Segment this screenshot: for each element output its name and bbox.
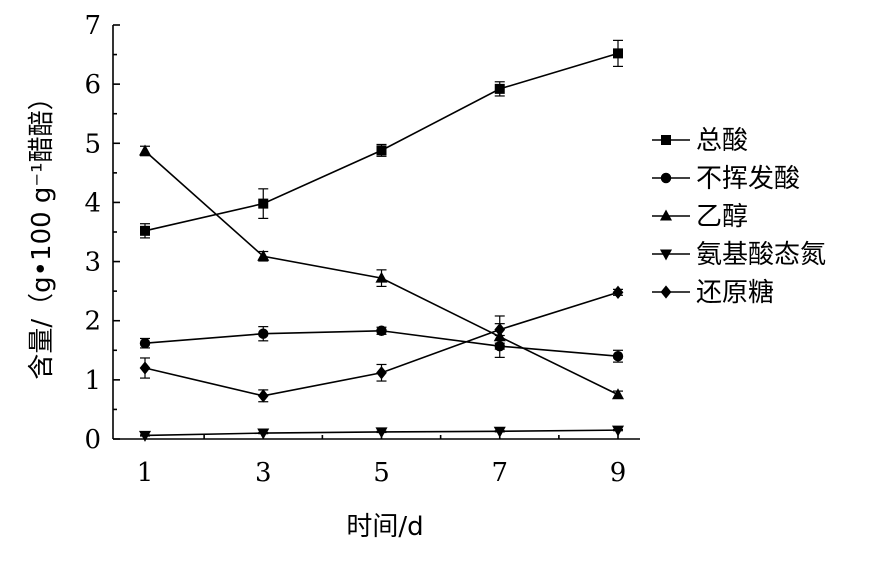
- x-tick-label: 5: [373, 458, 390, 488]
- legend-marker: [660, 172, 672, 184]
- legend-label: 还原糖: [696, 278, 774, 308]
- x-axis-title: 时间/d: [346, 512, 423, 542]
- y-tick-label: 1: [84, 366, 101, 396]
- x-ticks: 1 3 5 7 9: [137, 432, 627, 488]
- legend-marker: [661, 135, 671, 145]
- y-tick-label: 0: [84, 425, 101, 455]
- data-point: [138, 430, 152, 442]
- legend-label: 总酸: [696, 126, 748, 156]
- series-line: [144, 52, 619, 232]
- data-point: [611, 388, 625, 400]
- y-tick-label: 4: [84, 188, 101, 218]
- x-tick-label: 3: [255, 458, 272, 488]
- y-tick-label: 5: [84, 129, 101, 159]
- data-point: [258, 198, 269, 209]
- data-point: [494, 322, 506, 337]
- legend-label: 乙醇: [696, 202, 748, 232]
- data-point: [257, 389, 269, 403]
- data-point: [493, 426, 506, 438]
- series-1: [140, 39, 623, 239]
- y-tick-label: 3: [84, 248, 101, 278]
- y-tick-label: 2: [84, 307, 101, 337]
- y-tick-label: 6: [84, 70, 101, 100]
- data-point: [139, 361, 151, 375]
- data-point: [376, 366, 387, 380]
- axes: [112, 25, 640, 440]
- legend-marker: [660, 285, 672, 299]
- data-point: [494, 83, 505, 94]
- data-point: [257, 428, 270, 440]
- x-tick-label: 9: [610, 458, 627, 488]
- x-tick-label: 1: [137, 458, 154, 488]
- data-point: [138, 144, 152, 156]
- data-point: [613, 48, 623, 59]
- data-point: [258, 328, 269, 339]
- x-tick-label: 7: [491, 458, 508, 488]
- legend-label: 不挥发酸: [696, 164, 800, 194]
- series-3: [138, 144, 625, 400]
- data-point: [611, 425, 625, 437]
- data-point: [257, 249, 270, 261]
- data-point: [139, 337, 151, 349]
- y-axis-title: 含量/（g•100 g⁻¹醋醅）: [27, 84, 57, 379]
- data-point: [612, 350, 624, 362]
- data-point: [375, 271, 388, 283]
- series-4: [138, 425, 625, 442]
- data-point: [612, 285, 624, 299]
- data-point: [376, 325, 387, 336]
- legend-label: 氨基酸态氮: [696, 240, 826, 270]
- series-layer: [138, 39, 625, 442]
- series-2: [139, 325, 624, 363]
- data-point: [375, 427, 388, 439]
- y-ticks: 0 1 2 3 4 5 6 7: [84, 11, 120, 455]
- data-point: [376, 145, 387, 156]
- legend-marker: [659, 249, 673, 261]
- data-point: [140, 225, 150, 236]
- y-tick-label: 7: [84, 11, 101, 41]
- legend-marker: [659, 209, 673, 221]
- series-5: [139, 285, 624, 403]
